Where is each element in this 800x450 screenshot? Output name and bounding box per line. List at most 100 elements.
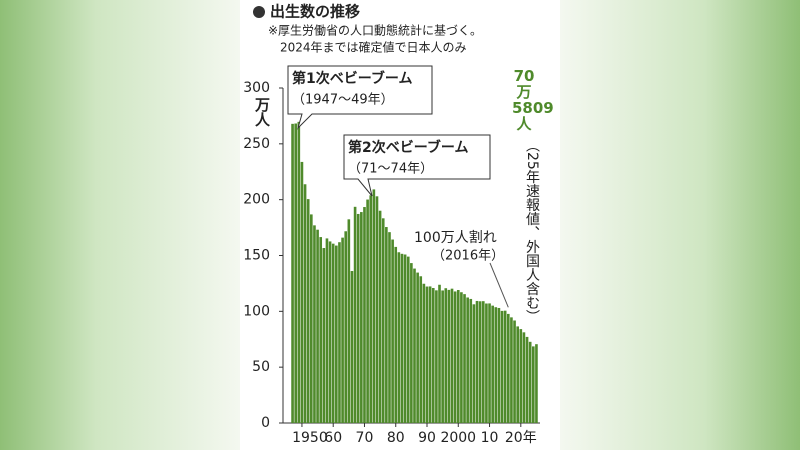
bar xyxy=(385,227,388,423)
bar xyxy=(422,283,426,423)
chart-title: 出生数の推移 xyxy=(270,3,360,21)
bar xyxy=(325,238,329,423)
bar xyxy=(394,246,398,423)
bar xyxy=(441,290,444,423)
bar xyxy=(410,263,413,423)
bar xyxy=(506,313,510,423)
bar xyxy=(425,286,429,423)
bar xyxy=(294,123,298,423)
bar xyxy=(322,248,326,423)
bar xyxy=(503,310,507,423)
bar xyxy=(328,241,332,423)
bar xyxy=(447,289,451,423)
bar xyxy=(456,290,460,423)
bar xyxy=(331,243,335,423)
bar xyxy=(291,123,294,423)
title-icon xyxy=(253,6,265,18)
bar xyxy=(335,245,338,423)
note: 2024年までは確定値で日本人のみ xyxy=(280,40,467,55)
x-tick-label: 10 xyxy=(481,430,499,446)
bar xyxy=(522,332,526,423)
bar xyxy=(356,213,360,423)
bar xyxy=(438,284,441,423)
bar xyxy=(466,297,469,423)
bar xyxy=(435,290,438,423)
bar xyxy=(378,210,382,423)
bar xyxy=(388,232,391,423)
x-tick-label: 60 xyxy=(324,430,342,446)
x-tick-label: 20年 xyxy=(505,430,537,446)
bar xyxy=(369,195,373,423)
bar xyxy=(431,287,435,423)
x-tick-label: 70 xyxy=(356,430,374,446)
bar xyxy=(463,294,466,423)
bar xyxy=(531,346,535,423)
bar xyxy=(494,307,498,423)
bar xyxy=(391,239,394,423)
bar xyxy=(341,237,344,423)
annotation-detail: （2016年） xyxy=(432,249,504,264)
bar xyxy=(353,206,357,423)
y-tick-label: 0 xyxy=(261,415,270,431)
bar xyxy=(500,310,504,423)
x-tick-label: 80 xyxy=(387,430,405,446)
bar xyxy=(406,256,410,423)
bar xyxy=(310,214,313,423)
annotation-detail: （1947〜49年） xyxy=(292,93,394,108)
annotation-title: 第1次ベビーブーム xyxy=(292,70,412,87)
bar xyxy=(303,184,307,423)
annotation-detail: （71〜74年） xyxy=(348,162,433,177)
bar xyxy=(313,225,316,423)
bar xyxy=(475,300,479,423)
bar xyxy=(366,199,369,423)
y-axis-label: 万人 xyxy=(253,97,271,127)
bar xyxy=(372,189,376,423)
y-tick-label: 100 xyxy=(243,303,270,319)
bar xyxy=(419,276,423,423)
bar xyxy=(535,344,538,423)
bar xyxy=(375,196,379,423)
bar xyxy=(344,231,348,423)
y-tick-label: 200 xyxy=(243,192,270,208)
bar xyxy=(460,292,463,423)
bar xyxy=(472,304,476,423)
y-tick-label: 150 xyxy=(243,248,270,264)
bar xyxy=(513,320,516,423)
bar xyxy=(491,305,494,423)
bar xyxy=(397,252,401,423)
y-tick-label: 300 xyxy=(243,80,270,96)
x-tick-label: 90 xyxy=(418,430,436,446)
callout-box xyxy=(287,65,433,130)
bar xyxy=(297,121,301,424)
annotation-title: 第2次ベビーブーム xyxy=(348,139,468,156)
bar xyxy=(497,307,501,423)
bar xyxy=(400,253,404,423)
bar xyxy=(453,291,457,423)
bar xyxy=(316,229,319,423)
bar xyxy=(528,341,532,423)
bar xyxy=(519,329,523,423)
callout-box xyxy=(343,134,491,197)
x-tick-label: 2000 xyxy=(440,430,476,446)
bar xyxy=(416,272,419,423)
bar xyxy=(444,288,448,423)
x-tick-label: 1950 xyxy=(292,430,328,446)
bar xyxy=(485,303,488,423)
note: ※厚生労働省の人口動態統計に基づく。 xyxy=(268,23,482,38)
y-tick-label: 50 xyxy=(252,359,270,375)
annotation-pointer xyxy=(489,262,509,308)
bar xyxy=(319,237,323,423)
bar xyxy=(381,218,385,423)
bar xyxy=(300,161,304,423)
bar xyxy=(488,303,491,423)
bar xyxy=(347,219,351,423)
bar xyxy=(525,336,529,423)
bar xyxy=(306,199,310,423)
value-label-note: （25年速報値、外国人含む） xyxy=(524,138,540,324)
bar xyxy=(360,212,363,423)
y-tick-label: 250 xyxy=(243,136,270,152)
bar xyxy=(510,317,513,423)
bar xyxy=(516,326,519,423)
